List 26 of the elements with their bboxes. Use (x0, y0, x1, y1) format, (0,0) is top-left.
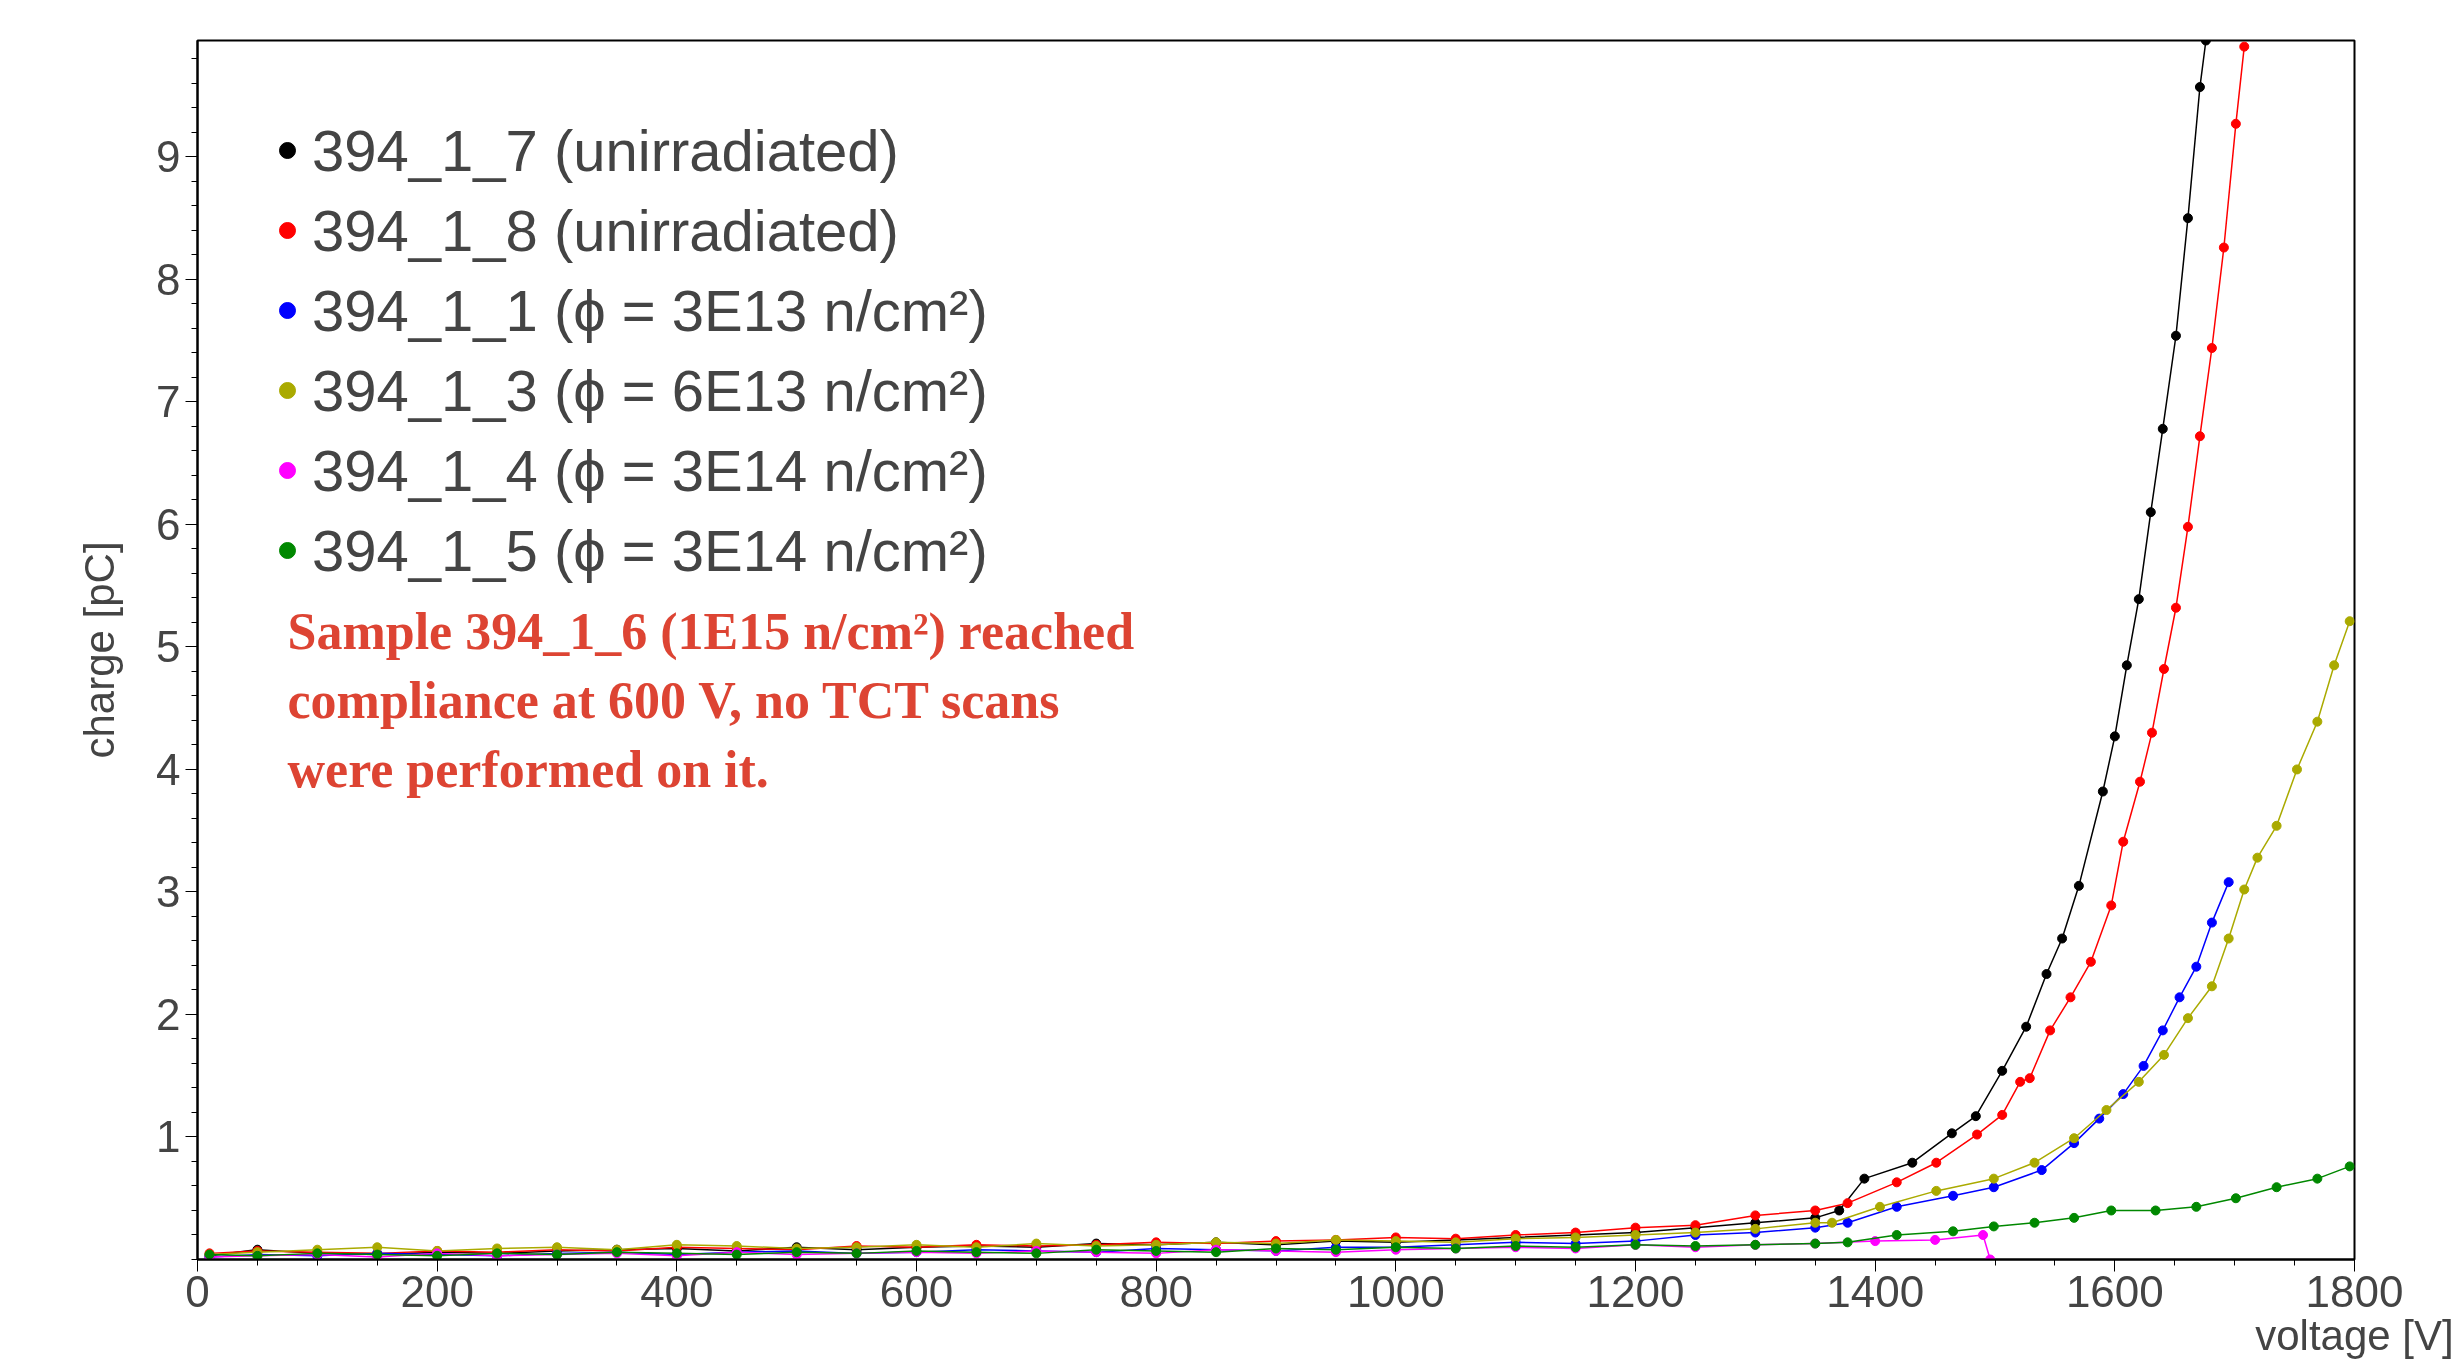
y-axis-title: charge [pC] (76, 541, 124, 759)
x-tick-label: 600 (879, 1266, 954, 1316)
y-tick-label: 7 (156, 377, 181, 427)
x-tick-label: 1000 (1346, 1266, 1445, 1316)
x-tick-label: 400 (640, 1266, 714, 1316)
x-tick-label: 0 (185, 1266, 210, 1316)
x-tick-label: 1600 (2065, 1266, 2164, 1316)
y-tick-label: 5 (156, 622, 181, 672)
y-tick-label: 9 (156, 132, 181, 182)
y-tick-label: 6 (156, 499, 181, 549)
legend-label: 394_1_5 (ϕ = 3E14 n/cm²) (312, 516, 988, 585)
annotation: Sample 394_1_6 (1E15 n/cm²) reached compliance at 600 V, no TCT scans were performed on it. (287, 602, 1135, 798)
legend-label: 394_1_3 (ϕ = 6E13 n/cm²) (312, 356, 988, 425)
y-tick-label: 2 (156, 989, 181, 1039)
x-tick-label: 1400 (1826, 1266, 1925, 1316)
y-tick-label: 8 (156, 254, 181, 304)
x-tick-label: 800 (1119, 1266, 1193, 1316)
y-tick-label: 1 (156, 1112, 181, 1162)
x-tick-label: 1200 (1586, 1266, 1685, 1316)
y-tick-label: 4 (156, 744, 181, 794)
legend-label: 394_1_1 (ϕ = 3E13 n/cm²) (312, 276, 988, 345)
legend-label: 394_1_4 (ϕ = 3E14 n/cm²) (312, 436, 988, 505)
x-tick-label: 200 (400, 1266, 474, 1316)
legend-label: 394_1_7 (unirradiated) (312, 116, 899, 185)
y-tick-label: 3 (156, 867, 181, 917)
legend-label: 394_1_8 (unirradiated) (312, 196, 899, 265)
